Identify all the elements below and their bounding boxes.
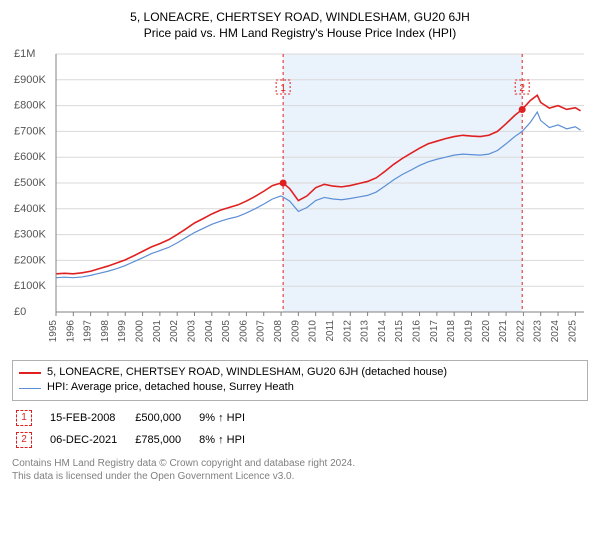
svg-text:£0: £0	[14, 306, 26, 318]
svg-text:1999: 1999	[117, 320, 128, 343]
event-date: 15-FEB-2008	[46, 407, 131, 429]
legend-swatch	[19, 388, 41, 389]
svg-text:£400K: £400K	[14, 203, 46, 215]
legend-row: 5, LONEACRE, CHERTSEY ROAD, WINDLESHAM, …	[19, 365, 581, 380]
svg-text:2019: 2019	[463, 320, 474, 343]
line-chart-svg: £0 £100K £200K £300K £400K £500K £600K £700K £80…	[12, 46, 588, 356]
svg-text:2024: 2024	[550, 320, 561, 343]
svg-text:£800K: £800K	[14, 100, 46, 112]
event-row: 1 15-FEB-2008£500,0009% ↑ HPI	[12, 407, 259, 429]
footer-line-1: Contains HM Land Registry data © Crown c…	[12, 457, 588, 470]
legend-swatch	[19, 372, 41, 374]
event-pct: 8% ↑ HPI	[195, 429, 259, 451]
svg-text:£900K: £900K	[14, 74, 46, 86]
legend-label: 5, LONEACRE, CHERTSEY ROAD, WINDLESHAM, …	[47, 365, 447, 380]
svg-text:£600K: £600K	[14, 151, 46, 163]
svg-text:2016: 2016	[412, 320, 423, 343]
event-marker: 2	[16, 432, 32, 448]
event-pct: 9% ↑ HPI	[195, 407, 259, 429]
legend-label: HPI: Average price, detached house, Surr…	[47, 380, 294, 395]
svg-text:£500K: £500K	[14, 177, 46, 189]
event-row: 2 06-DEC-2021£785,0008% ↑ HPI	[12, 429, 259, 451]
svg-text:1998: 1998	[100, 320, 111, 343]
svg-text:£1M: £1M	[14, 48, 35, 60]
svg-text:2014: 2014	[377, 320, 388, 343]
svg-text:1: 1	[280, 83, 286, 94]
legend-row: HPI: Average price, detached house, Surr…	[19, 380, 581, 395]
svg-text:2022: 2022	[515, 320, 526, 343]
svg-text:2004: 2004	[204, 320, 215, 343]
svg-text:1995: 1995	[48, 320, 59, 343]
svg-text:2018: 2018	[446, 320, 457, 343]
event-price: £785,000	[131, 429, 195, 451]
svg-text:£300K: £300K	[14, 229, 46, 241]
svg-text:2005: 2005	[221, 320, 232, 343]
footer-line-2: This data is licensed under the Open Gov…	[12, 470, 588, 483]
svg-text:2015: 2015	[394, 320, 405, 343]
svg-text:2006: 2006	[238, 320, 249, 343]
svg-text:2002: 2002	[169, 320, 180, 343]
svg-text:2003: 2003	[186, 320, 197, 343]
chart-subtitle: Price paid vs. HM Land Registry's House …	[12, 26, 588, 40]
svg-text:2: 2	[519, 83, 525, 94]
svg-text:2021: 2021	[498, 320, 509, 343]
svg-text:2008: 2008	[273, 320, 284, 343]
svg-text:2013: 2013	[360, 320, 371, 343]
svg-text:1997: 1997	[83, 320, 94, 343]
svg-text:2020: 2020	[481, 320, 492, 343]
chart-area: £0 £100K £200K £300K £400K £500K £600K £700K £80…	[12, 46, 588, 356]
svg-text:£700K: £700K	[14, 125, 46, 137]
legend: 5, LONEACRE, CHERTSEY ROAD, WINDLESHAM, …	[12, 360, 588, 401]
svg-text:2025: 2025	[567, 320, 578, 343]
svg-text:2000: 2000	[135, 320, 146, 343]
svg-text:2007: 2007	[256, 320, 267, 343]
event-date: 06-DEC-2021	[46, 429, 131, 451]
svg-text:£200K: £200K	[14, 254, 46, 266]
chart-title: 5, LONEACRE, CHERTSEY ROAD, WINDLESHAM, …	[12, 10, 588, 24]
svg-text:2023: 2023	[533, 320, 544, 343]
footer-attribution: Contains HM Land Registry data © Crown c…	[12, 457, 588, 483]
svg-text:1996: 1996	[65, 320, 76, 343]
svg-text:2017: 2017	[429, 320, 440, 343]
svg-text:2011: 2011	[325, 320, 336, 342]
svg-text:2012: 2012	[342, 320, 353, 343]
events-table: 1 15-FEB-2008£500,0009% ↑ HPI 2 06-DEC-2021…	[12, 407, 259, 451]
event-marker: 1	[16, 410, 32, 426]
svg-text:£100K: £100K	[14, 280, 46, 292]
svg-text:2010: 2010	[308, 320, 319, 343]
svg-text:2009: 2009	[290, 320, 301, 343]
event-price: £500,000	[131, 407, 195, 429]
svg-text:2001: 2001	[152, 320, 163, 343]
